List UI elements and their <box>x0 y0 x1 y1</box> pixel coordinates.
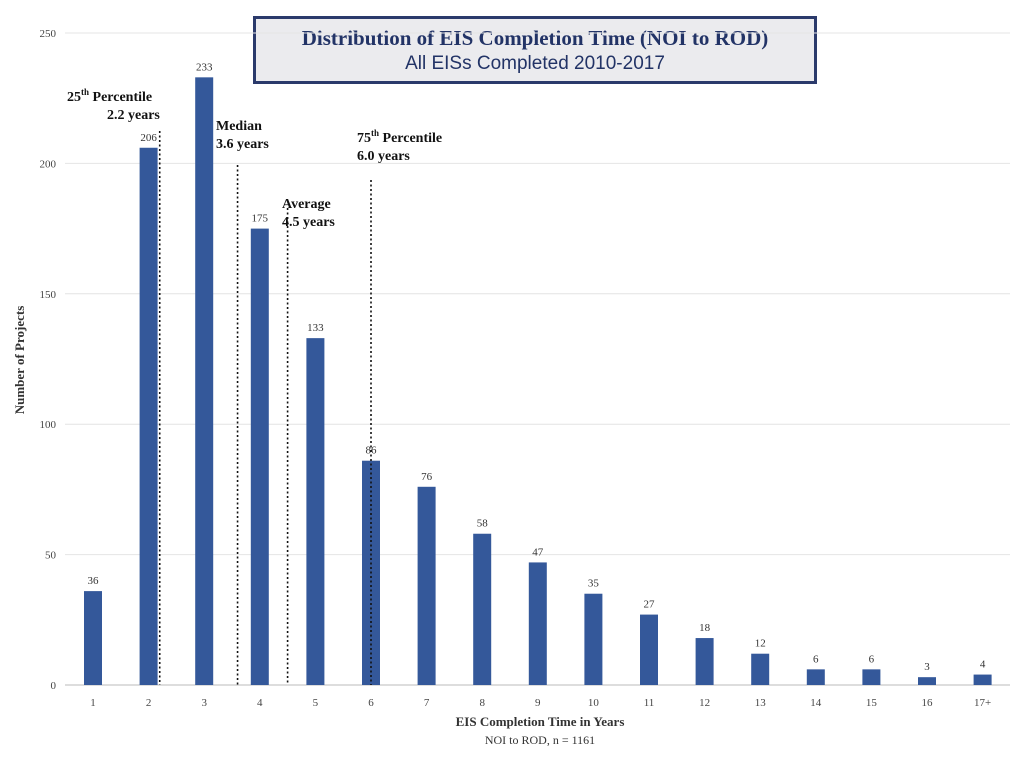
data-label: 3 <box>924 661 930 673</box>
y-axis-title: Number of Projects <box>12 306 27 415</box>
annotation-value: 3.6 years <box>216 137 269 152</box>
x-axis-ticks: 1 2 3 4 5 6 7 8 9 10 11 12 13 14 15 16 17+ <box>90 697 991 709</box>
annotation-label-main: 75 <box>357 131 371 146</box>
data-label: 27 <box>644 599 656 611</box>
data-label: 58 <box>477 518 489 530</box>
annotation-label: 75th Percentile <box>357 128 442 146</box>
data-label: 36 <box>88 575 100 587</box>
x-tick-label: 9 <box>535 697 541 709</box>
chart-title-box: Distribution of EIS Completion Time (NOI… <box>253 16 817 84</box>
data-label: 76 <box>421 471 433 483</box>
data-label: 18 <box>699 622 711 634</box>
bar <box>584 593 603 685</box>
annotation-label: Average <box>282 197 331 212</box>
annotation-value: 4.5 years <box>282 215 335 230</box>
annotation-label-sup: th <box>81 87 89 97</box>
chart-subtitle: All EISs Completed 2010-2017 <box>405 53 665 74</box>
bar <box>751 653 770 685</box>
data-label: 175 <box>252 213 269 225</box>
bar <box>84 591 102 685</box>
annotation-value: 2.2 years <box>107 108 160 123</box>
chart-title: Distribution of EIS Completion Time (NOI… <box>301 26 769 50</box>
gridlines <box>65 32 1010 686</box>
x-tick-label: 6 <box>368 697 374 709</box>
bar <box>250 228 269 685</box>
data-label: 12 <box>755 638 766 650</box>
x-tick-label: 7 <box>424 697 430 709</box>
x-tick-label: 13 <box>755 697 767 709</box>
annotation-label-main: Median <box>216 119 262 134</box>
data-label: 233 <box>196 61 213 73</box>
bar <box>195 77 214 685</box>
x-tick-label: 5 <box>313 697 319 709</box>
bar <box>695 638 714 685</box>
x-tick-label: 4 <box>257 697 263 709</box>
data-label: 206 <box>140 132 157 144</box>
data-label: 6 <box>813 653 819 665</box>
bar <box>417 486 436 685</box>
bar <box>806 669 825 685</box>
bar <box>528 562 547 685</box>
bar <box>473 533 492 685</box>
data-label: 6 <box>869 653 875 665</box>
y-tick-label: 50 <box>45 550 57 562</box>
y-axis-ticks: 0 50 100 150 200 250 <box>40 28 57 692</box>
bar <box>640 614 658 685</box>
annotation-label-rest: Percentile <box>89 90 152 105</box>
x-tick-label: 17+ <box>974 697 991 709</box>
annotation-label-main: Average <box>282 197 331 212</box>
x-axis-subtitle: NOI to ROD, n = 1161 <box>485 733 595 747</box>
x-tick-label: 15 <box>866 697 878 709</box>
bars <box>84 77 992 685</box>
y-tick-label: 100 <box>40 419 57 431</box>
x-tick-label: 11 <box>644 697 655 709</box>
bar <box>139 147 158 685</box>
bar <box>306 338 325 685</box>
y-tick-label: 150 <box>40 289 57 301</box>
annotation-label: Median <box>216 119 262 134</box>
x-tick-label: 1 <box>90 697 96 709</box>
x-axis-title: EIS Completion Time in Years <box>456 714 625 729</box>
x-tick-label: 2 <box>146 697 152 709</box>
data-label: 4 <box>980 659 986 671</box>
x-tick-label: 16 <box>922 697 934 709</box>
data-label: 47 <box>532 546 544 558</box>
y-tick-label: 0 <box>51 680 57 692</box>
annotation-value: 6.0 years <box>357 149 410 164</box>
bar <box>918 677 936 685</box>
x-tick-label: 12 <box>699 697 710 709</box>
x-tick-label: 14 <box>810 697 822 709</box>
bar <box>862 669 881 685</box>
x-tick-label: 10 <box>588 697 600 709</box>
value-labels: 3620623317513386765847352718126634 <box>88 61 986 673</box>
data-label: 133 <box>307 322 324 334</box>
x-tick-label: 8 <box>479 697 485 709</box>
annotation-label: 25th Percentile <box>67 87 152 105</box>
bar <box>973 674 992 685</box>
annotation-label-rest: Percentile <box>379 131 442 146</box>
data-label: 35 <box>588 578 600 590</box>
annotation-label-sup: th <box>371 128 379 138</box>
y-tick-label: 250 <box>40 28 57 40</box>
x-tick-label: 3 <box>201 697 207 709</box>
y-tick-label: 200 <box>40 158 57 170</box>
annotation-label-main: 25 <box>67 90 81 105</box>
